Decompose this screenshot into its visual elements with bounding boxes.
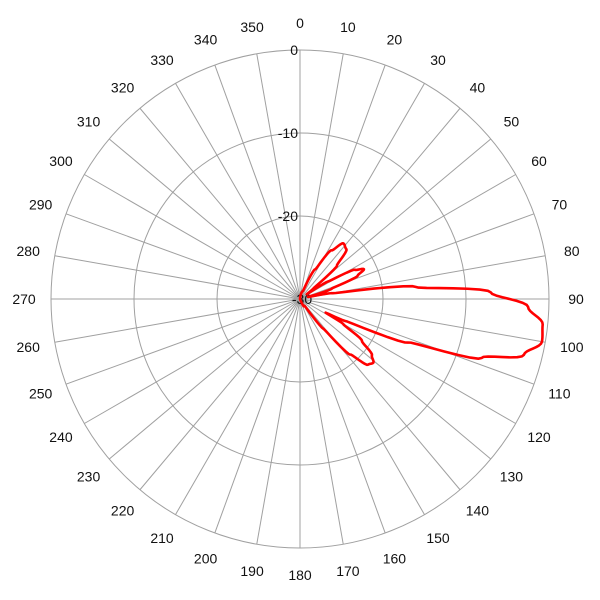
angle-tick-label: 40	[470, 80, 486, 96]
angle-tick-label: 120	[527, 429, 551, 445]
grid-spoke	[299, 298, 344, 545]
angle-tick-label: 330	[150, 52, 174, 68]
grid-spoke	[84, 174, 301, 300]
angle-tick-label: 250	[29, 385, 53, 401]
angle-tick-label: 220	[111, 502, 135, 518]
grid-spoke	[256, 298, 301, 545]
grid-spoke	[139, 107, 301, 300]
radial-tick-label: -20	[278, 208, 298, 224]
grid-spoke	[84, 298, 301, 424]
grid-spoke	[214, 298, 301, 534]
angle-tick-label: 150	[426, 530, 450, 546]
angle-tick-label: 80	[564, 243, 580, 259]
angle-tick-label: 170	[336, 563, 360, 579]
radiation-pattern-line	[298, 241, 544, 367]
radial-tick-label: 0	[290, 42, 298, 58]
angle-tick-label: 230	[77, 468, 101, 484]
angle-tick-label: 310	[77, 114, 101, 130]
angle-tick-label: 300	[49, 153, 73, 169]
angle-tick-label: 160	[383, 550, 407, 566]
angle-tick-label: 0	[296, 15, 304, 31]
grid-spoke	[299, 298, 386, 534]
grid-spoke	[256, 53, 301, 300]
grid-spoke	[139, 298, 301, 491]
angle-tick-label: 260	[17, 339, 41, 355]
grid-spoke	[214, 64, 301, 300]
grid-spoke	[299, 298, 425, 515]
grid-spoke	[108, 138, 301, 300]
angle-tick-label: 130	[500, 468, 524, 484]
angle-tick-label: 110	[548, 385, 571, 401]
grid-spoke	[54, 255, 301, 300]
angle-tick-labels: 0 10 20 30 40 50 60 70 80 90 100 110 120 130 140 150 160…	[12, 15, 584, 583]
angle-tick-label: 20	[387, 32, 403, 48]
angle-tick-label: 200	[194, 550, 218, 566]
radial-tick-label: -10	[278, 125, 298, 141]
grid-spoke	[108, 298, 301, 460]
angle-tick-label: 290	[29, 197, 53, 213]
grid-spoke	[299, 298, 535, 385]
angle-tick-label: 210	[150, 530, 174, 546]
angle-tick-label: 270	[12, 291, 36, 307]
grid-spoke	[299, 298, 492, 460]
grid-spoke	[175, 298, 301, 515]
grid-spoke	[299, 53, 344, 300]
angle-tick-label: 90	[568, 291, 584, 307]
angle-tick-label: 180	[288, 567, 312, 583]
angle-tick-label: 240	[49, 429, 73, 445]
angle-tick-label: 190	[240, 563, 264, 579]
angle-tick-label: 10	[340, 19, 356, 35]
angle-tick-label: 340	[194, 32, 218, 48]
grid-spoke	[299, 64, 386, 300]
angle-tick-label: 30	[430, 52, 446, 68]
grid-spoke	[65, 213, 301, 300]
angle-tick-label: 70	[552, 197, 568, 213]
radial-tick-labels: 0-10-20-30	[278, 42, 313, 307]
angle-tick-label: 350	[240, 19, 264, 35]
angle-tick-label: 140	[466, 502, 490, 518]
series-layer	[298, 241, 544, 367]
grid-spoke	[175, 83, 301, 300]
grid-spoke	[54, 298, 301, 343]
grid-spoke	[65, 298, 301, 385]
grid-spoke	[299, 298, 546, 343]
angle-tick-label: 100	[560, 339, 584, 355]
angle-tick-label: 60	[531, 153, 547, 169]
angle-tick-label: 320	[111, 80, 135, 96]
angle-tick-label: 50	[504, 114, 520, 130]
angle-tick-label: 280	[17, 243, 41, 259]
grid-spoke	[299, 107, 461, 300]
